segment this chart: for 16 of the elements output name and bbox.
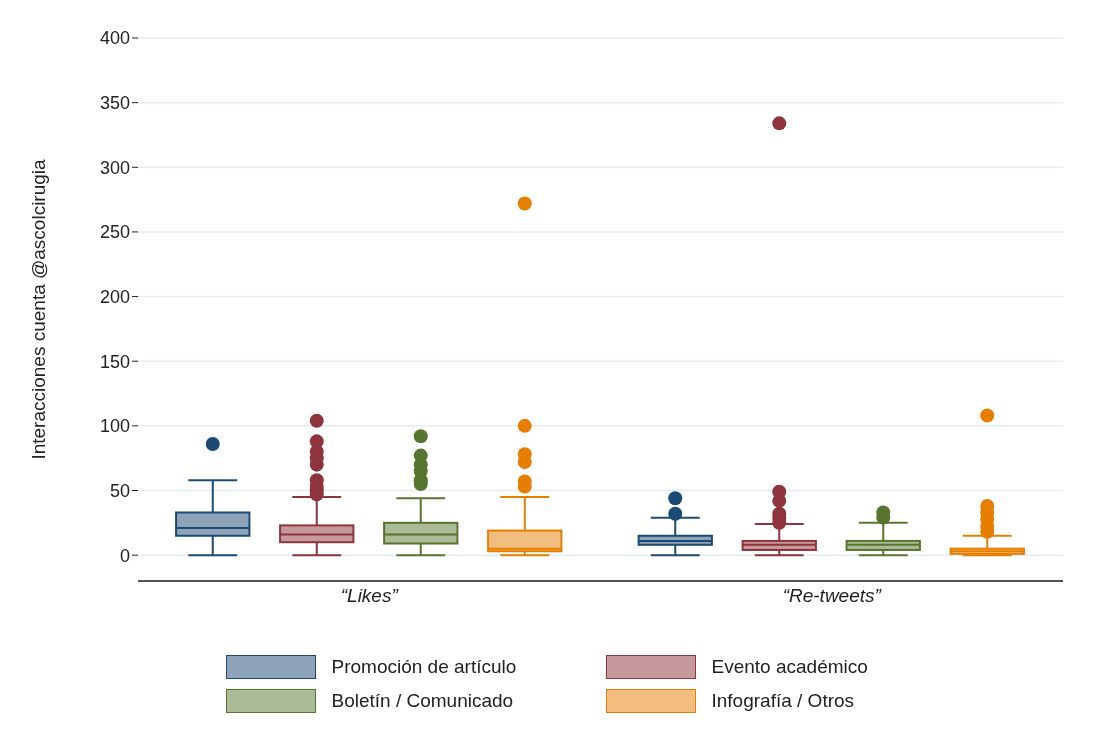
y-tick-label: 150 — [99, 351, 130, 372]
y-tick-label: 400 — [99, 28, 130, 49]
y-tick-label: 200 — [99, 286, 130, 307]
x-tick-label: “Likes” — [340, 585, 400, 607]
legend-label: Evento académico — [711, 656, 868, 678]
y-tick-label: 100 — [99, 416, 130, 437]
legend-label: Infografía / Otros — [711, 690, 855, 712]
y-tick-label: 0 — [119, 545, 130, 566]
x-tick-label: “Re-tweets” — [782, 585, 883, 607]
y-tick-label: 50 — [109, 480, 130, 501]
y-tick-label: 350 — [99, 93, 130, 114]
legend-label: Promoción de artículo — [331, 656, 517, 678]
y-tick-label: 250 — [99, 222, 130, 243]
y-axis-title: Interacciones cuenta @ascolcirugia — [27, 158, 49, 460]
y-tick-label: 300 — [99, 157, 130, 178]
legend-label: Boletín / Comunicado — [331, 690, 514, 712]
